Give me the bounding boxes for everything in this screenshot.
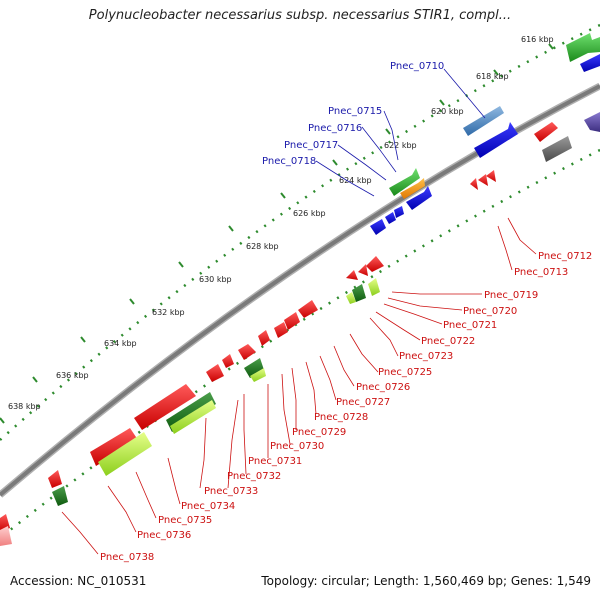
- scale-label: 622 kbp: [384, 141, 417, 150]
- gene-label[interactable]: Pnec_0712: [538, 251, 592, 262]
- gene-feature[interactable]: [258, 330, 270, 346]
- gene-feature[interactable]: [48, 470, 62, 488]
- gene-label[interactable]: Pnec_0717: [284, 140, 338, 151]
- page-title: Polynucleobacter necessarius subsp. nece…: [88, 8, 512, 23]
- gene-feature[interactable]: [206, 364, 224, 382]
- gene-label[interactable]: Pnec_0715: [328, 106, 382, 117]
- gene-feature[interactable]: [566, 33, 600, 62]
- gene-feature[interactable]: [366, 256, 384, 272]
- gene-feature[interactable]: [238, 344, 256, 360]
- gene-feature[interactable]: [90, 428, 138, 466]
- gene-feature[interactable]: [352, 284, 366, 302]
- gene-feature[interactable]: [542, 136, 572, 162]
- gene-label[interactable]: Pnec_0718: [262, 156, 316, 167]
- gene-feature[interactable]: [370, 219, 386, 235]
- gene-label[interactable]: Pnec_0723: [399, 351, 453, 362]
- scale-label: 618 kbp: [476, 72, 509, 81]
- accession-text: Accession: NC_010531: [10, 574, 147, 588]
- gene-label[interactable]: Pnec_0726: [356, 382, 410, 393]
- gene-feature[interactable]: [244, 358, 264, 378]
- scale-label: 634 kbp: [104, 339, 137, 348]
- gene-label[interactable]: Pnec_0722: [421, 336, 475, 347]
- gene-feature[interactable]: [284, 312, 300, 330]
- reverse-gene-features[interactable]: [0, 112, 600, 546]
- gene-feature[interactable]: [98, 432, 152, 476]
- gene-label[interactable]: Pnec_0721: [443, 320, 497, 331]
- forward-scale-ring: [0, 23, 600, 441]
- gene-label[interactable]: Pnec_0732: [227, 471, 281, 482]
- gene-label[interactable]: Pnec_0734: [181, 501, 235, 512]
- scale-label: 632 kbp: [152, 308, 185, 317]
- gene-feature[interactable]: [346, 292, 356, 304]
- scale-label: 628 kbp: [246, 242, 279, 251]
- gene-feature[interactable]: [470, 178, 478, 190]
- gene-feature[interactable]: [0, 526, 12, 546]
- gene-feature[interactable]: [478, 174, 488, 186]
- gene-feature[interactable]: [463, 106, 504, 136]
- gene-label[interactable]: Pnec_0730: [270, 441, 324, 452]
- gene-feature[interactable]: [474, 122, 518, 158]
- gene-feature[interactable]: [170, 400, 216, 434]
- gene-feature[interactable]: [358, 264, 368, 276]
- gene-label[interactable]: Pnec_0735: [158, 515, 212, 526]
- gene-feature[interactable]: [298, 300, 318, 318]
- gene-feature[interactable]: [406, 186, 432, 210]
- forward-gene-labels: Pnec_0710 Pnec_0715 Pnec_0716 Pnec_0717 …: [262, 61, 444, 167]
- reverse-leader-lines: [61, 217, 537, 555]
- scale-label: 630 kbp: [199, 275, 232, 284]
- gene-feature[interactable]: [400, 178, 425, 199]
- gene-feature[interactable]: [274, 322, 288, 338]
- gene-label[interactable]: Pnec_0716: [308, 123, 362, 134]
- gene-label[interactable]: Pnec_0727: [336, 397, 390, 408]
- reverse-gene-labels: Pnec_0712 Pnec_0713 Pnec_0719 Pnec_0720 …: [100, 251, 592, 563]
- gene-label[interactable]: Pnec_0710: [390, 61, 444, 72]
- gene-feature[interactable]: [222, 354, 234, 368]
- scale-label: 638 kbp: [8, 402, 41, 411]
- gene-label[interactable]: Pnec_0713: [514, 267, 568, 278]
- scale-label: 626 kbp: [293, 209, 326, 218]
- gene-label[interactable]: Pnec_0725: [378, 367, 432, 378]
- gene-label[interactable]: Pnec_0731: [248, 456, 302, 467]
- gene-feature[interactable]: [580, 54, 600, 72]
- genome-summary-text: Topology: circular; Length: 1,560,469 bp…: [261, 574, 591, 588]
- gene-feature[interactable]: [394, 206, 404, 218]
- gene-feature[interactable]: [250, 368, 266, 382]
- gene-label[interactable]: Pnec_0738: [100, 552, 154, 563]
- gene-label[interactable]: Pnec_0733: [204, 486, 258, 497]
- scale-label: 616 kbp: [521, 35, 554, 44]
- gene-label[interactable]: Pnec_0736: [137, 530, 191, 541]
- gene-feature[interactable]: [534, 122, 558, 142]
- scale-label: 636 kbp: [56, 371, 89, 380]
- gene-label[interactable]: Pnec_0719: [484, 290, 538, 301]
- gene-feature[interactable]: [389, 168, 420, 196]
- scale-label: 624 kbp: [339, 176, 372, 185]
- gene-label[interactable]: Pnec_0720: [463, 306, 517, 317]
- gene-label[interactable]: Pnec_0728: [314, 412, 368, 423]
- forward-gene-features[interactable]: [370, 33, 600, 235]
- gene-label[interactable]: Pnec_0729: [292, 427, 346, 438]
- forward-leader-lines: [315, 68, 486, 197]
- scale-label: 620 kbp: [431, 107, 464, 116]
- gene-feature[interactable]: [368, 278, 380, 296]
- gene-feature[interactable]: [486, 170, 496, 182]
- scale-labels: 616 kbp 618 kbp 620 kbp 622 kbp 624 kbp …: [8, 35, 554, 411]
- gene-feature[interactable]: [346, 270, 358, 280]
- gene-feature[interactable]: [385, 212, 396, 224]
- gene-feature[interactable]: [584, 112, 600, 132]
- scale-ticks: [0, 43, 554, 424]
- gene-feature[interactable]: [52, 486, 68, 506]
- gene-feature[interactable]: [134, 384, 196, 430]
